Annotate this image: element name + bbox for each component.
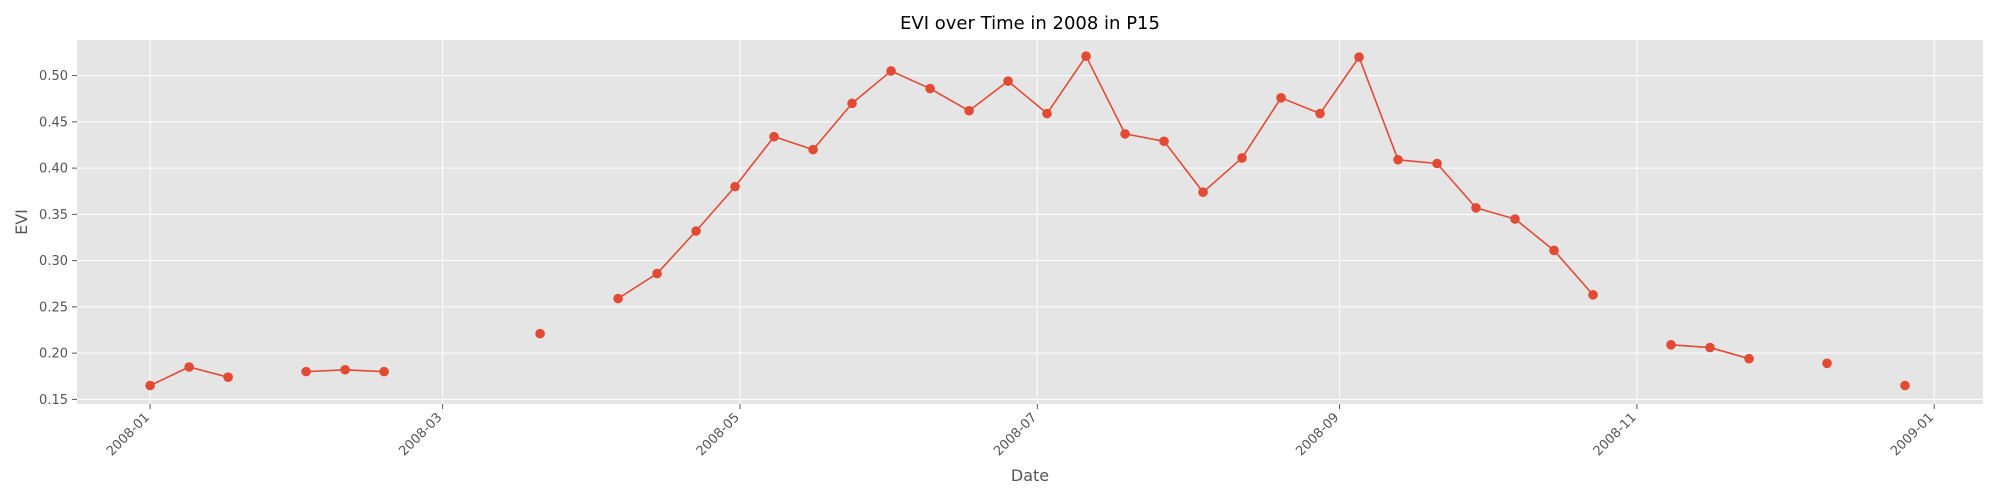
y-tick-label: 0.35: [39, 208, 68, 223]
y-tick-label: 0.20: [39, 347, 68, 362]
data-point: [340, 364, 350, 375]
data-point: [1588, 290, 1598, 300]
data-point: [145, 380, 155, 391]
series-layer: [145, 51, 1910, 391]
data-point: [1003, 76, 1013, 86]
y-tick-label: 0.45: [39, 115, 68, 130]
data-point: [1315, 108, 1325, 119]
data-point: [652, 268, 662, 279]
data-point: [1120, 129, 1130, 139]
data-point: [886, 66, 896, 76]
x-axis-label: Date: [1011, 466, 1049, 485]
data-point: [184, 362, 194, 372]
data-point: [301, 366, 311, 377]
data-point: [1276, 93, 1286, 103]
series-line-segment: [617, 55, 1594, 300]
y-axis-ticks: 0.15 0.20 0.25 0.30 0.35 0.40 0.45 0.50: [39, 69, 77, 408]
data-point: [1900, 380, 1910, 391]
data-point: [379, 366, 389, 377]
data-point: [1393, 154, 1403, 165]
data-point: [1432, 158, 1442, 169]
chart-title: EVI over Time in 2008 in P15: [900, 13, 1160, 34]
data-point: [223, 372, 233, 382]
data-point: [1471, 203, 1481, 213]
y-tick-label: 0.50: [39, 69, 68, 84]
data-point: [1354, 52, 1364, 62]
y-tick-label: 0.30: [39, 254, 68, 269]
data-point: [847, 98, 857, 109]
data-point: [1822, 358, 1832, 369]
y-tick-label: 0.25: [39, 300, 68, 315]
data-point: [1666, 340, 1676, 350]
plot-area: [77, 40, 1983, 404]
data-point: [1705, 342, 1715, 353]
data-point: [1744, 353, 1754, 364]
data-point: [769, 131, 779, 142]
data-point: [1510, 214, 1520, 224]
y-axis-label: EVI: [12, 209, 31, 235]
data-point: [1159, 136, 1169, 147]
grid-lines: [77, 40, 1983, 404]
data-point: [1549, 245, 1559, 256]
data-point: [691, 226, 701, 236]
data-point: [535, 328, 545, 339]
data-point: [964, 105, 974, 116]
data-point: [1042, 108, 1052, 119]
data-point: [1237, 153, 1247, 163]
data-point: [730, 181, 740, 192]
data-point: [808, 144, 818, 155]
y-tick-label: 0.40: [39, 162, 68, 177]
data-point: [613, 293, 623, 304]
data-point: [925, 83, 935, 94]
data-point: [1081, 51, 1091, 61]
y-tick-label: 0.15: [39, 393, 68, 408]
data-point: [1198, 187, 1208, 197]
